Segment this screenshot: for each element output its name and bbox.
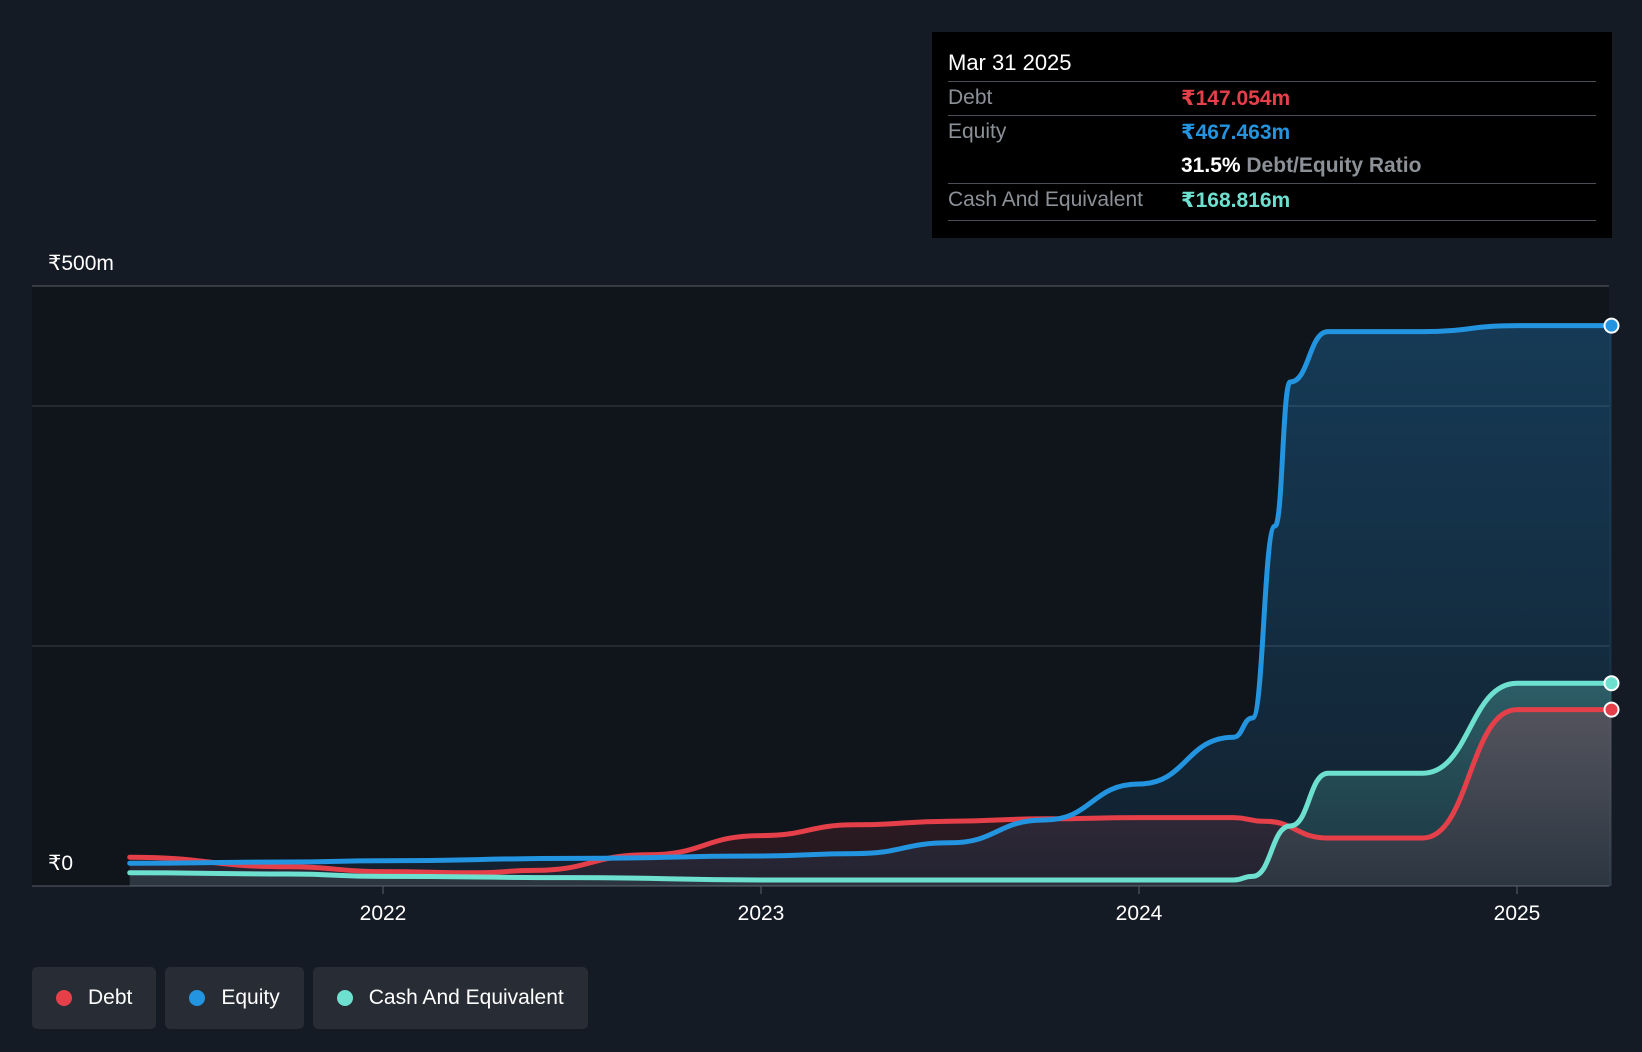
tooltip-ratio-label: Debt/Equity Ratio — [1246, 154, 1422, 177]
debt-line — [127, 707, 1614, 876]
tooltip-debt-value: ₹147.054m — [1181, 87, 1291, 110]
tooltip-divider — [948, 183, 1596, 184]
tooltip-debt-label: Debt — [948, 86, 993, 109]
debt-area — [129, 709, 1612, 886]
legend-item-cash[interactable]: Cash And Equivalent — [312, 967, 588, 1029]
x-tick-label: 2024 — [1116, 902, 1163, 925]
tooltip-date: Mar 31 2025 — [948, 50, 1072, 75]
equity-dot-icon — [189, 990, 206, 1006]
tick-layer: 2022 2023 2024 2025 — [360, 886, 1541, 925]
y-max-label: ₹500m — [48, 252, 114, 275]
debt-dot-icon — [56, 990, 72, 1006]
tooltip-panel: Mar 31 2025 Debt ₹147.054m Equity ₹467.4… — [932, 32, 1612, 238]
legend-item-debt[interactable]: Debt — [32, 967, 157, 1029]
tooltip-ratio: 31.5% Debt/Equity Ratio — [1181, 154, 1421, 178]
equity-area — [129, 325, 1612, 887]
line-layer — [127, 323, 1614, 883]
cash-line — [127, 680, 1614, 883]
debt-end-marker[interactable] — [1603, 701, 1620, 718]
x-tick-label: 2025 — [1494, 902, 1541, 925]
y-zero-label: ₹0 — [48, 852, 73, 875]
tooltip-ratio-value: 31.5% — [1181, 154, 1241, 177]
legend-equity-label: Equity — [221, 986, 280, 1009]
legend-item-equity[interactable]: Equity — [165, 967, 304, 1029]
cash-dot-icon — [336, 990, 353, 1006]
tooltip-cash-label: Cash And Equivalent — [948, 188, 1143, 211]
tooltip-divider — [948, 115, 1596, 116]
tooltip-equity-label: Equity — [948, 120, 1007, 143]
tooltip-equity-value: ₹467.463m — [1181, 121, 1291, 144]
tooltip-cash-value: ₹168.816m — [1181, 189, 1291, 212]
x-tick-label: 2022 — [360, 902, 407, 925]
marker-layer — [1603, 317, 1620, 718]
equity-line — [127, 323, 1614, 866]
legend-debt-label: Debt — [88, 986, 133, 1009]
tooltip-divider — [948, 220, 1596, 221]
equity-end-marker[interactable] — [1603, 317, 1620, 334]
tooltip-divider — [948, 81, 1596, 82]
legend-cash-label: Cash And Equivalent — [368, 986, 564, 1009]
legend: Debt Equity Cash And Equivalent — [32, 967, 588, 1029]
cash-end-marker[interactable] — [1603, 675, 1620, 692]
x-tick-label: 2023 — [738, 902, 785, 925]
